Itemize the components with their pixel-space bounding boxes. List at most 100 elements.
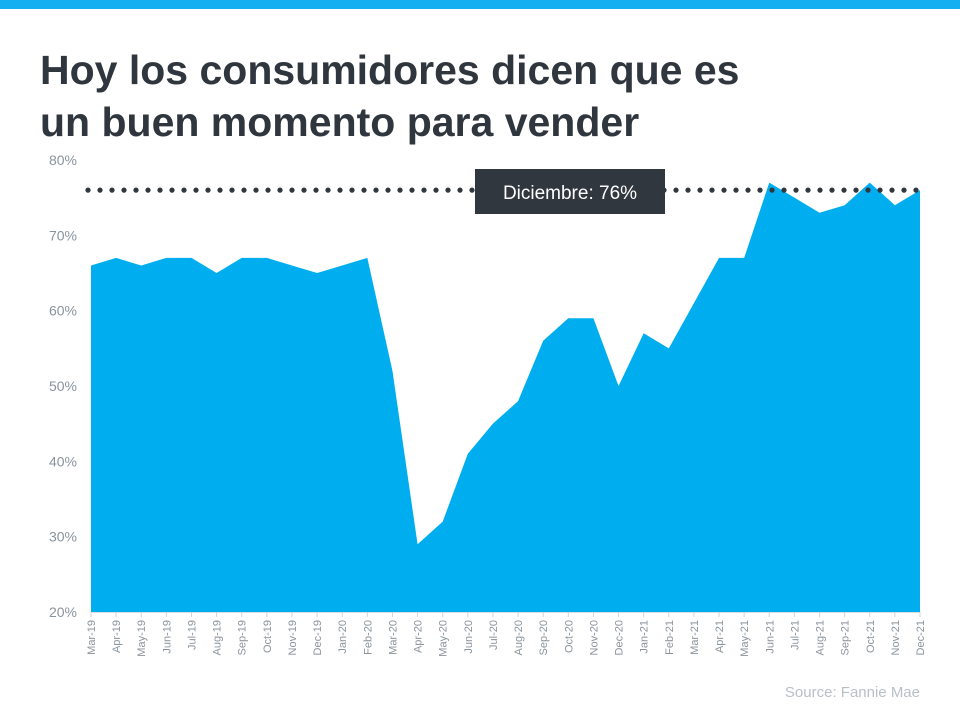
x-tick-label: May-21 bbox=[739, 620, 751, 657]
x-tick-label: Dec-21 bbox=[915, 620, 927, 655]
callout-box bbox=[475, 169, 665, 214]
x-tick-label: Sep-20 bbox=[538, 620, 550, 655]
reference-dot bbox=[421, 187, 427, 193]
reference-dot bbox=[469, 187, 475, 193]
reference-dot bbox=[121, 187, 127, 193]
reference-dot bbox=[445, 187, 451, 193]
reference-dot bbox=[157, 187, 163, 193]
x-tick-label: Aug-19 bbox=[212, 620, 224, 655]
y-tick-label: 20% bbox=[49, 604, 77, 620]
y-tick-label: 40% bbox=[49, 453, 77, 469]
title-line-1: Hoy los consumidores dicen que es bbox=[40, 47, 740, 93]
y-tick-label: 60% bbox=[49, 303, 77, 319]
reference-dot bbox=[349, 187, 355, 193]
reference-dot bbox=[397, 187, 403, 193]
reference-dot bbox=[817, 187, 823, 193]
title-line-2: un buen momento para vender bbox=[40, 99, 640, 145]
x-tick-label: Oct-20 bbox=[563, 620, 575, 653]
reference-dot bbox=[457, 187, 463, 193]
reference-dot bbox=[373, 187, 379, 193]
x-tick-label: Jun-19 bbox=[161, 620, 173, 654]
x-tick-label: Apr-20 bbox=[413, 620, 425, 653]
x-tick-label: Mar-20 bbox=[387, 620, 399, 655]
reference-dot bbox=[913, 187, 919, 193]
reference-dot bbox=[241, 187, 247, 193]
reference-dot bbox=[829, 187, 835, 193]
x-tick-label: Jul-21 bbox=[789, 620, 801, 650]
reference-dot bbox=[697, 187, 703, 193]
x-tick-label: Dec-19 bbox=[312, 620, 324, 655]
reference-dot bbox=[793, 187, 799, 193]
y-tick-label: 70% bbox=[49, 227, 77, 243]
reference-dot bbox=[865, 187, 871, 193]
reference-dot bbox=[889, 187, 895, 193]
reference-dot bbox=[193, 187, 199, 193]
x-tick-label: Jun-20 bbox=[463, 620, 475, 654]
reference-dot bbox=[265, 187, 271, 193]
source-label: Source: Fannie Mae bbox=[784, 684, 920, 701]
reference-dot bbox=[385, 187, 391, 193]
reference-dot bbox=[313, 187, 319, 193]
x-tick-label: May-20 bbox=[438, 620, 450, 657]
reference-dot bbox=[289, 187, 295, 193]
reference-dot bbox=[757, 187, 763, 193]
x-tick-label: Jan-21 bbox=[639, 620, 651, 654]
y-tick-label: 80% bbox=[49, 152, 77, 168]
reference-dot bbox=[853, 187, 859, 193]
x-tick-label: Jan-20 bbox=[337, 620, 349, 654]
reference-dot bbox=[85, 187, 91, 193]
x-tick-label: Feb-20 bbox=[362, 620, 374, 655]
reference-dot bbox=[301, 187, 307, 193]
reference-dot bbox=[169, 187, 175, 193]
reference-dot bbox=[841, 187, 847, 193]
x-tick-label: Sep-21 bbox=[840, 620, 852, 655]
x-tick-label: Jul-20 bbox=[488, 620, 500, 650]
x-tick-label: Sep-19 bbox=[237, 620, 249, 655]
x-tick-label: Dec-20 bbox=[614, 620, 626, 655]
reference-dot bbox=[673, 187, 679, 193]
reference-dot bbox=[277, 187, 283, 193]
reference-dot bbox=[97, 187, 103, 193]
x-tick-label: Oct-19 bbox=[262, 620, 274, 653]
x-tick-label: Nov-21 bbox=[890, 620, 902, 655]
x-tick-label: Apr-21 bbox=[714, 620, 726, 653]
x-tick-label: Mar-21 bbox=[689, 620, 701, 655]
reference-dot bbox=[721, 187, 727, 193]
x-tick-label: Apr-19 bbox=[111, 620, 123, 653]
area-series bbox=[91, 182, 920, 612]
reference-dot bbox=[181, 187, 187, 193]
reference-dot bbox=[745, 187, 751, 193]
reference-dot bbox=[145, 187, 151, 193]
reference-dot bbox=[229, 187, 235, 193]
y-tick-label: 30% bbox=[49, 529, 77, 545]
page-title: Hoy los consumidores dicen que es un bue… bbox=[40, 44, 739, 148]
top-accent-bar bbox=[0, 0, 960, 9]
reference-dot bbox=[877, 187, 883, 193]
reference-dot bbox=[133, 187, 139, 193]
reference-dot bbox=[733, 187, 739, 193]
reference-dot bbox=[805, 187, 811, 193]
x-tick-label: Mar-19 bbox=[86, 620, 98, 655]
reference-dot bbox=[253, 187, 259, 193]
reference-dot bbox=[433, 187, 439, 193]
x-tick-label: Aug-21 bbox=[815, 620, 827, 655]
callout-label: Diciembre: 76% bbox=[503, 183, 637, 204]
reference-dot bbox=[685, 187, 691, 193]
reference-dot bbox=[109, 187, 115, 193]
x-tick-label: Aug-20 bbox=[513, 620, 525, 655]
x-tick-label: Nov-19 bbox=[287, 620, 299, 655]
x-tick-label: Jul-19 bbox=[186, 620, 198, 650]
x-tick-label: Nov-20 bbox=[588, 620, 600, 655]
reference-dot bbox=[205, 187, 211, 193]
reference-dot bbox=[769, 187, 775, 193]
reference-dot bbox=[217, 187, 223, 193]
reference-dot bbox=[781, 187, 787, 193]
x-tick-label: Oct-21 bbox=[865, 620, 877, 653]
reference-dot bbox=[409, 187, 415, 193]
x-tick-label: May-19 bbox=[136, 620, 148, 657]
x-tick-label: Feb-21 bbox=[664, 620, 676, 655]
y-tick-label: 50% bbox=[49, 378, 77, 394]
x-tick-label: Jun-21 bbox=[764, 620, 776, 654]
reference-dot bbox=[709, 187, 715, 193]
